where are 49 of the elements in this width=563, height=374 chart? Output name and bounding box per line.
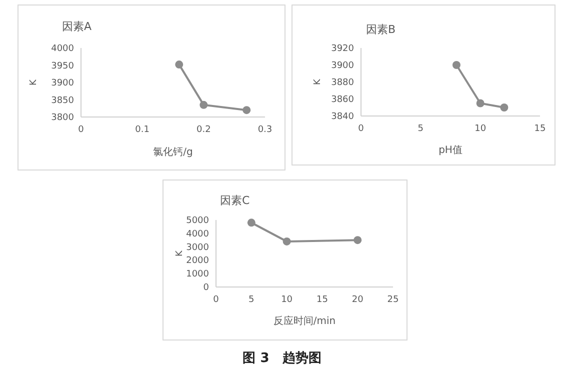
y-tick-label: 5000 xyxy=(186,216,210,226)
point xyxy=(452,61,460,69)
x-tick-label: 0.2 xyxy=(196,125,211,135)
y-tick-label: 3000 xyxy=(186,242,210,253)
y-tick-label: 4000 xyxy=(51,44,74,54)
y-tick-label: 3800 xyxy=(51,113,74,123)
x-tick-label: 15 xyxy=(316,295,328,305)
x-tick-label: 10 xyxy=(281,295,293,305)
y-tick-label: 3840 xyxy=(331,112,354,122)
point xyxy=(476,99,484,108)
x-axis-title: pH值 xyxy=(438,145,462,156)
x-tick-label: 20 xyxy=(352,295,364,305)
y-tick-label: 3850 xyxy=(51,96,74,106)
x-tick-label: 0 xyxy=(358,124,364,134)
chart-title: 因素C xyxy=(220,194,250,207)
x-tick-label: 25 xyxy=(387,295,399,305)
y-axis-title: K xyxy=(175,249,185,256)
y-tick-label: 3880 xyxy=(331,78,354,88)
x-tick-label: 0.1 xyxy=(135,125,150,135)
y-tick-label: 3860 xyxy=(331,95,354,105)
y-axis-title: K xyxy=(29,78,39,86)
point xyxy=(354,236,362,244)
point xyxy=(282,237,291,246)
x-axis-title: 反应时间/min xyxy=(273,315,336,327)
x-tick-label: 5 xyxy=(418,124,424,134)
x-tick-label: 15 xyxy=(534,124,546,134)
x-tick-label: 10 xyxy=(474,124,486,134)
x-tick-label: 0 xyxy=(213,295,220,305)
y-tick-label: 3900 xyxy=(331,61,354,71)
y-tick-label: 3920 xyxy=(331,44,354,54)
x-tick-label: 5 xyxy=(248,295,254,305)
y-axis-title: K xyxy=(313,78,323,85)
point xyxy=(242,106,251,114)
x-tick-label: 0.3 xyxy=(258,125,272,135)
point xyxy=(200,100,208,109)
point xyxy=(247,218,256,227)
y-tick-label: 2000 xyxy=(186,256,210,266)
chart-title: 因素A xyxy=(62,20,92,33)
y-tick-label: 3900 xyxy=(51,78,74,88)
x-axis-title: 氯化钙/g xyxy=(153,146,193,158)
x-tick-label: 0 xyxy=(78,125,84,135)
caption: 图 3 趋势图 xyxy=(242,350,322,366)
y-tick-label: 0 xyxy=(203,283,210,293)
point xyxy=(500,104,508,112)
point xyxy=(175,60,184,69)
y-tick-label: 1000 xyxy=(186,270,210,280)
chart-title: 因素B xyxy=(366,23,396,36)
y-tick-label: 4000 xyxy=(186,229,210,240)
y-tick-label: 3950 xyxy=(51,61,74,72)
